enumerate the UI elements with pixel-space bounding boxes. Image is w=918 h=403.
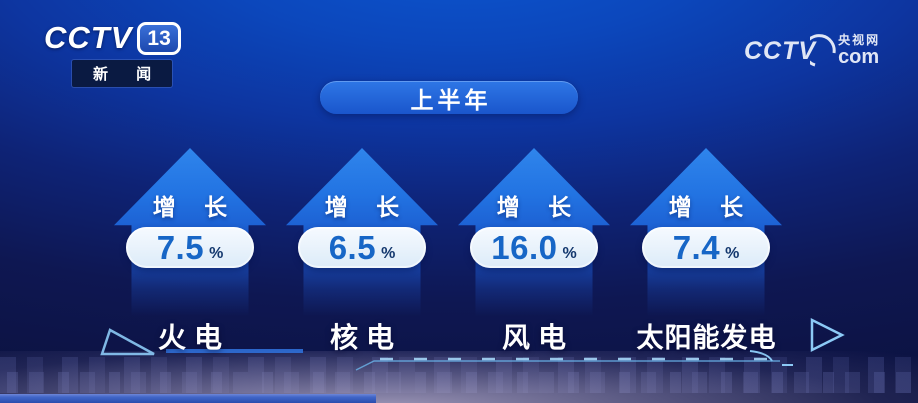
value-pill: 16.0 % <box>470 227 598 268</box>
growth-item-thermal: 增 长 7.5 % 火电 <box>102 148 278 353</box>
growth-label: 增 长 <box>152 194 239 220</box>
value-pill: 7.4 % <box>642 227 770 268</box>
growth-item-nuclear: 增 长 6.5 % 核电 <box>274 148 450 353</box>
lower-third-bar <box>0 394 376 403</box>
growth-value: 16.0 <box>491 229 558 266</box>
category-label: 风电 <box>501 322 574 353</box>
growth-label: 增 长 <box>324 194 411 220</box>
category-label: 火电 <box>157 322 230 353</box>
news-label: 新 闻 <box>72 60 173 87</box>
swoosh-circle-icon <box>810 34 836 67</box>
percent-sign: % <box>562 244 577 262</box>
value-pill: 7.5 % <box>126 227 254 268</box>
right-triangle-icon <box>810 317 845 353</box>
period-title-pill: 上半年 <box>320 81 578 114</box>
percent-sign: % <box>381 244 396 262</box>
cctv-wordmark: CCTV <box>44 20 133 55</box>
category-label: 核电 <box>329 322 402 353</box>
category-label: 太阳能发电 <box>636 323 777 353</box>
value-pill: 6.5 % <box>298 227 426 268</box>
cctv-com-watermark: CCTV 央视网 com <box>744 32 880 70</box>
percent-sign: % <box>725 244 740 262</box>
left-triangle-icon <box>100 328 155 356</box>
growth-item-wind: 增 长 16.0 % 风电 <box>446 148 622 353</box>
percent-sign: % <box>209 244 224 262</box>
growth-value: 7.5 <box>156 229 205 266</box>
period-title-text: 上半年 <box>410 86 492 113</box>
cctv13-channel-logo: CCTV 13 新 闻 <box>44 20 181 87</box>
growth-label: 增 长 <box>668 194 755 220</box>
growth-label: 增 长 <box>496 194 583 220</box>
channel-number-badge: 13 <box>137 21 181 55</box>
site-domain-label: com <box>838 45 880 68</box>
tech-baseline-decoration <box>100 317 845 371</box>
cctv-wordmark: CCTV <box>744 36 817 65</box>
growth-value: 7.4 <box>672 229 721 266</box>
growth-item-solar: 增 长 7.4 % 太阳能发电 <box>618 148 794 353</box>
growth-value: 6.5 <box>328 229 377 266</box>
site-name-label: 央视网 <box>838 33 881 48</box>
